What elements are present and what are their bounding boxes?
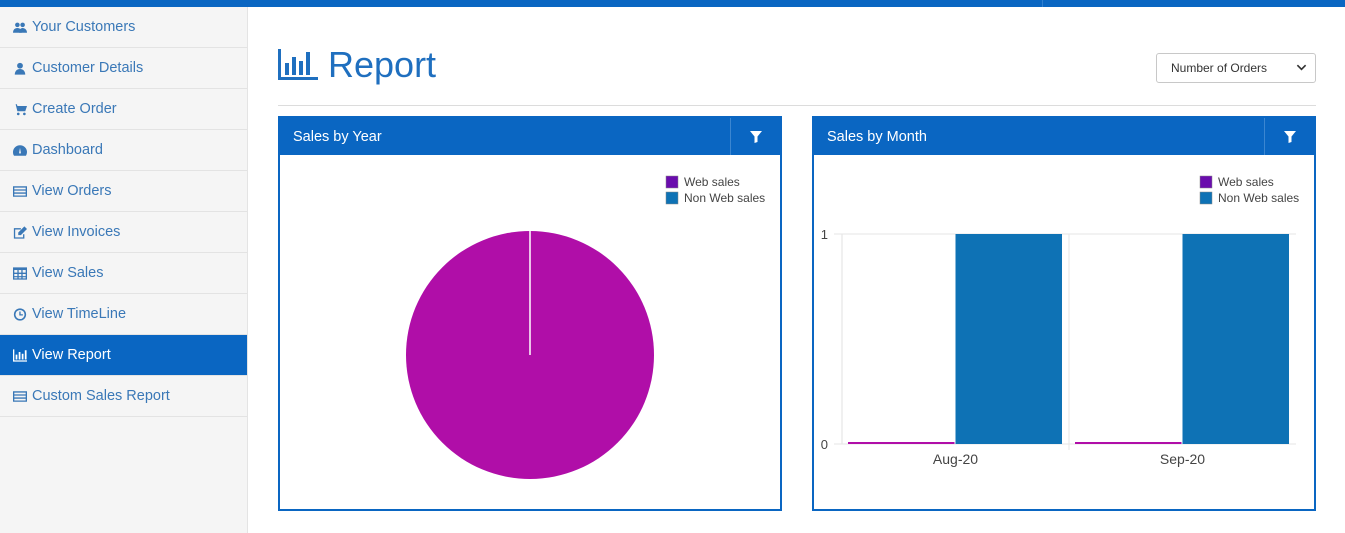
sidebar-item-label: Create Order — [32, 101, 117, 117]
legend-label-web-sales: Web sales — [1218, 175, 1274, 189]
sidebar-item-label: Custom Sales Report — [32, 388, 170, 404]
filter-icon — [1283, 130, 1296, 143]
chart-legend: Web sales Non Web sales — [1199, 175, 1299, 205]
x-tick-label: Sep-20 — [1160, 451, 1205, 467]
panel-header: Sales by Year — [280, 118, 780, 155]
sidebar-item-view-report[interactable]: View Report — [0, 335, 247, 376]
legend-swatch-web-sales[interactable] — [1199, 175, 1213, 189]
metric-select[interactable]: Number of Orders — [1156, 53, 1316, 83]
table-icon — [12, 266, 28, 280]
edit-icon — [12, 225, 28, 239]
bar-web-sales-aug-20[interactable] — [848, 442, 955, 444]
top-bar-separator — [1042, 0, 1043, 7]
sales-by-year-chart: Web sales Non Web sales — [406, 175, 765, 479]
sidebar-item-view-timeline[interactable]: View TimeLine — [0, 294, 247, 335]
header-divider — [278, 105, 1316, 106]
sales-by-year-panel: Sales by Year Web sales Non Web sales — [278, 116, 782, 511]
sidebar-item-label: View TimeLine — [32, 306, 127, 322]
list-icon — [12, 389, 28, 403]
chart-legend: Web sales Non Web sales — [665, 175, 765, 205]
list-icon — [12, 184, 28, 198]
bar-web-sales-sep-20[interactable] — [1075, 442, 1182, 444]
users-icon — [12, 20, 28, 34]
chevron-down-icon — [1296, 64, 1307, 71]
sidebar-item-label: Dashboard — [32, 142, 103, 158]
clock-icon — [12, 307, 28, 321]
top-bar — [0, 0, 1345, 7]
cart-icon — [12, 102, 28, 116]
sidebar: Your Customers Customer Details Create O… — [0, 7, 248, 533]
sidebar-item-dashboard[interactable]: Dashboard — [0, 130, 247, 171]
sidebar-item-your-customers[interactable]: Your Customers — [0, 7, 247, 48]
filter-button[interactable] — [730, 118, 780, 155]
sales-by-month-chart: Web sales Non Web sales 0 1 Aug-20 Sep-20 — [821, 175, 1299, 467]
bar-chart-icon — [12, 348, 28, 362]
sidebar-item-label: View Orders — [32, 183, 112, 199]
filter-button[interactable] — [1264, 118, 1314, 155]
legend-label-non-web-sales: Non Web sales — [684, 191, 765, 205]
sidebar-item-label: View Sales — [32, 265, 104, 281]
sidebar-item-view-orders[interactable]: View Orders — [0, 171, 247, 212]
sidebar-item-view-invoices[interactable]: View Invoices — [0, 212, 247, 253]
legend-swatch-web-sales[interactable] — [665, 175, 679, 189]
sidebar-item-label: Your Customers — [32, 19, 136, 35]
sidebar-item-create-order[interactable]: Create Order — [0, 89, 247, 130]
legend-swatch-non-web-sales[interactable] — [1199, 191, 1213, 205]
sidebar-item-label: Customer Details — [32, 60, 144, 76]
dashboard-icon — [12, 143, 28, 157]
x-tick-label: Aug-20 — [933, 451, 978, 467]
pie-slices — [406, 231, 654, 479]
panel-header: Sales by Month — [814, 118, 1314, 155]
y-tick-label: 0 — [821, 437, 828, 452]
filter-icon — [749, 130, 762, 143]
legend-label-non-web-sales: Non Web sales — [1218, 191, 1299, 205]
sidebar-item-view-sales[interactable]: View Sales — [0, 253, 247, 294]
sidebar-item-custom-sales-report[interactable]: Custom Sales Report — [0, 376, 247, 417]
legend-swatch-non-web-sales[interactable] — [665, 191, 679, 205]
chart-bars — [848, 234, 1289, 444]
legend-label-web-sales: Web sales — [684, 175, 740, 189]
user-icon — [12, 61, 28, 75]
panel-title: Sales by Year — [293, 128, 382, 145]
sales-by-month-panel: Sales by Month Web sales Non Web sales 0… — [812, 116, 1316, 511]
main-content: Report Number of Orders Sales by Year We… — [278, 7, 1316, 533]
chart-axis-labels: 0 1 Aug-20 Sep-20 — [821, 227, 1206, 467]
panel-title: Sales by Month — [827, 128, 927, 145]
sidebar-item-label: View Report — [32, 347, 111, 363]
metric-select-value: Number of Orders — [1171, 61, 1268, 75]
y-tick-label: 1 — [821, 227, 828, 242]
bar-chart-icon — [278, 49, 318, 80]
page-title: Report — [278, 44, 436, 86]
page-title-text: Report — [328, 44, 437, 85]
sidebar-item-customer-details[interactable]: Customer Details — [0, 48, 247, 89]
bar-non-web-sales-aug-20[interactable] — [955, 234, 1063, 444]
bar-non-web-sales-sep-20[interactable] — [1182, 234, 1290, 444]
sidebar-item-label: View Invoices — [32, 224, 121, 240]
